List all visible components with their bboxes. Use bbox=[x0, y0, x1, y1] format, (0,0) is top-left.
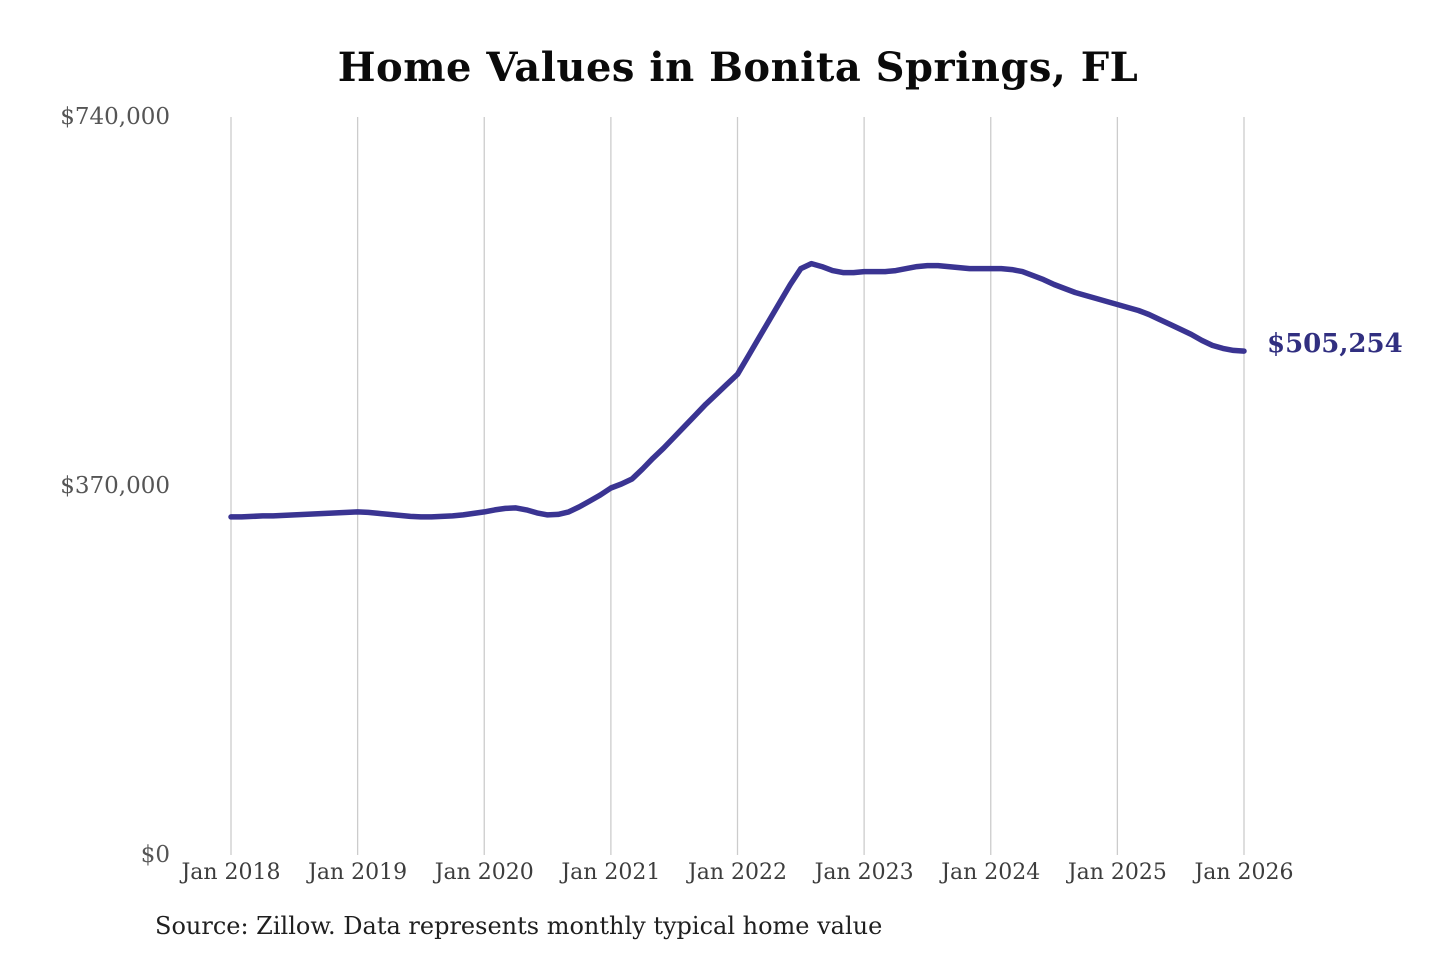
x-axis-tick-label: Jan 2018 bbox=[181, 860, 281, 885]
home-value-line bbox=[228, 260, 1247, 520]
y-axis-tick-label: $0 bbox=[140, 842, 170, 868]
x-axis-tick-label: Jan 2026 bbox=[1194, 860, 1294, 885]
x-axis-tick-label: Jan 2022 bbox=[687, 860, 788, 885]
y-axis-tick-label: $370,000 bbox=[60, 473, 170, 499]
x-axis-tick-label: Jan 2023 bbox=[814, 860, 914, 885]
x-axis-tick-label: Jan 2025 bbox=[1067, 860, 1167, 885]
x-axis-tick-label: Jan 2019 bbox=[308, 860, 408, 885]
current-value-label: $505,254 bbox=[1267, 329, 1403, 360]
x-axis-tick-label: Jan 2024 bbox=[941, 860, 1041, 885]
chart-title: Home Values in Bonita Springs, FL bbox=[337, 44, 1139, 91]
x-axis-tick-label: Jan 2020 bbox=[434, 860, 534, 885]
source-note: Source: Zillow. Data represents monthly … bbox=[155, 912, 883, 940]
x-axis-tick-label: Jan 2021 bbox=[561, 860, 661, 885]
y-axis-tick-label: $740,000 bbox=[60, 104, 170, 130]
